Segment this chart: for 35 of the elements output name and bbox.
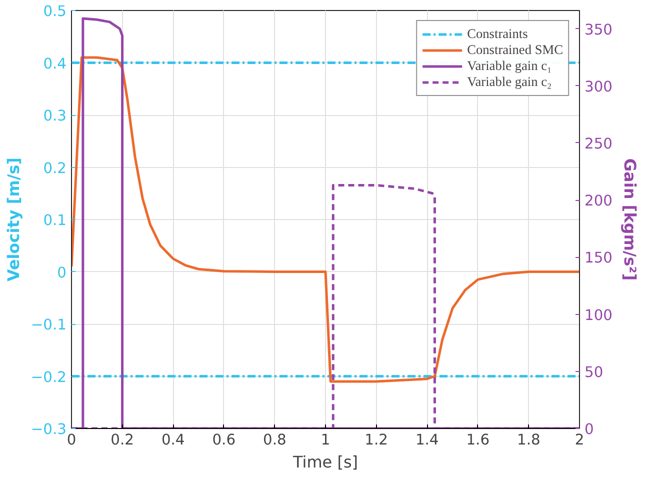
- legend-label: Constraints: [467, 26, 528, 42]
- y-axis-title: Velocity [m/s]: [4, 157, 23, 282]
- y-tick-label: 0.2: [43, 160, 67, 177]
- y-tick-label: 0.4: [43, 55, 67, 72]
- y-tick-label: 0.3: [43, 108, 67, 124]
- x-tick-label: 1: [320, 432, 330, 448]
- y2-tick-label: 0: [584, 421, 594, 438]
- y-tick-label: −0.3: [30, 421, 67, 438]
- x-tick-label: 0.6: [212, 432, 236, 448]
- line-series: [72, 56, 580, 383]
- x-tick-label: 1.2: [364, 432, 388, 448]
- y2-tick-label: 250: [584, 135, 612, 152]
- y2-tick-label: 100: [584, 306, 612, 324]
- x-tick-label: 2: [574, 432, 584, 448]
- x-tick-label: 1.4: [415, 432, 439, 448]
- legend-label: Variable gain c₂: [467, 74, 552, 90]
- x-tick-label: 1.8: [517, 432, 540, 448]
- x-tick-label: 1.6: [466, 432, 490, 448]
- y2-tick-label: 300: [584, 78, 612, 96]
- legend-label: Variable gain c₁: [467, 58, 552, 74]
- y-tick-label: 0.1: [43, 212, 67, 229]
- legend-label: Constrained SMC: [467, 42, 563, 58]
- y2-tick-label: 350: [584, 21, 612, 38]
- y-tick-label: −0.2: [30, 368, 67, 386]
- x-tick-label: 0.8: [263, 432, 286, 448]
- x-tick-label: 0.4: [161, 432, 185, 448]
- y2-axis-title: Gain [kgm/s²]: [620, 158, 640, 281]
- y2-tick-label: 150: [584, 250, 612, 267]
- y-tick-label: 0.5: [43, 3, 67, 20]
- y2-tick-label: 50: [584, 364, 604, 381]
- y-tick-label: −0.1: [30, 316, 67, 334]
- y-tick-label: 0: [57, 264, 67, 282]
- y2-tick-label: 200: [584, 192, 612, 210]
- x-tick-label: 0.2: [110, 432, 134, 448]
- x-axis-title: Time [s]: [292, 452, 358, 472]
